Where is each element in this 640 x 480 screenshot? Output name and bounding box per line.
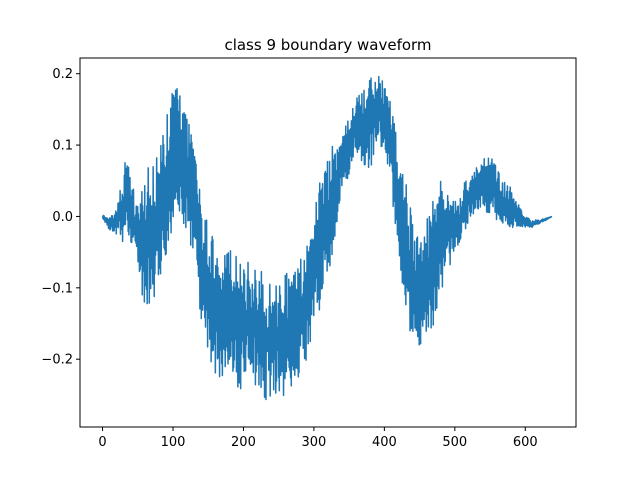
y-axis-ticks: −0.2 −0.1 0.0 0.1 0.2	[41, 67, 80, 368]
x-tick-label: 200	[231, 435, 256, 450]
y-tick-label: −0.2	[41, 353, 73, 368]
x-tick-label: 500	[442, 435, 467, 450]
y-tick-label: 0.0	[52, 210, 73, 225]
x-tick-label: 300	[301, 435, 326, 450]
y-tick-label: 0.2	[52, 67, 73, 82]
x-tick-label: 400	[372, 435, 397, 450]
chart-title: class 9 boundary waveform	[224, 36, 431, 54]
series-layer	[101, 75, 553, 401]
x-tick-label: 600	[513, 435, 538, 450]
waveform-line	[101, 75, 553, 401]
y-tick-label: −0.1	[41, 281, 73, 296]
x-tick-label: 100	[161, 435, 186, 450]
x-axis-ticks: 0 100 200 300 400 500 600	[98, 427, 538, 450]
x-tick-label: 0	[98, 435, 106, 450]
y-tick-label: 0.1	[52, 139, 73, 154]
axes-frame	[79, 57, 577, 428]
